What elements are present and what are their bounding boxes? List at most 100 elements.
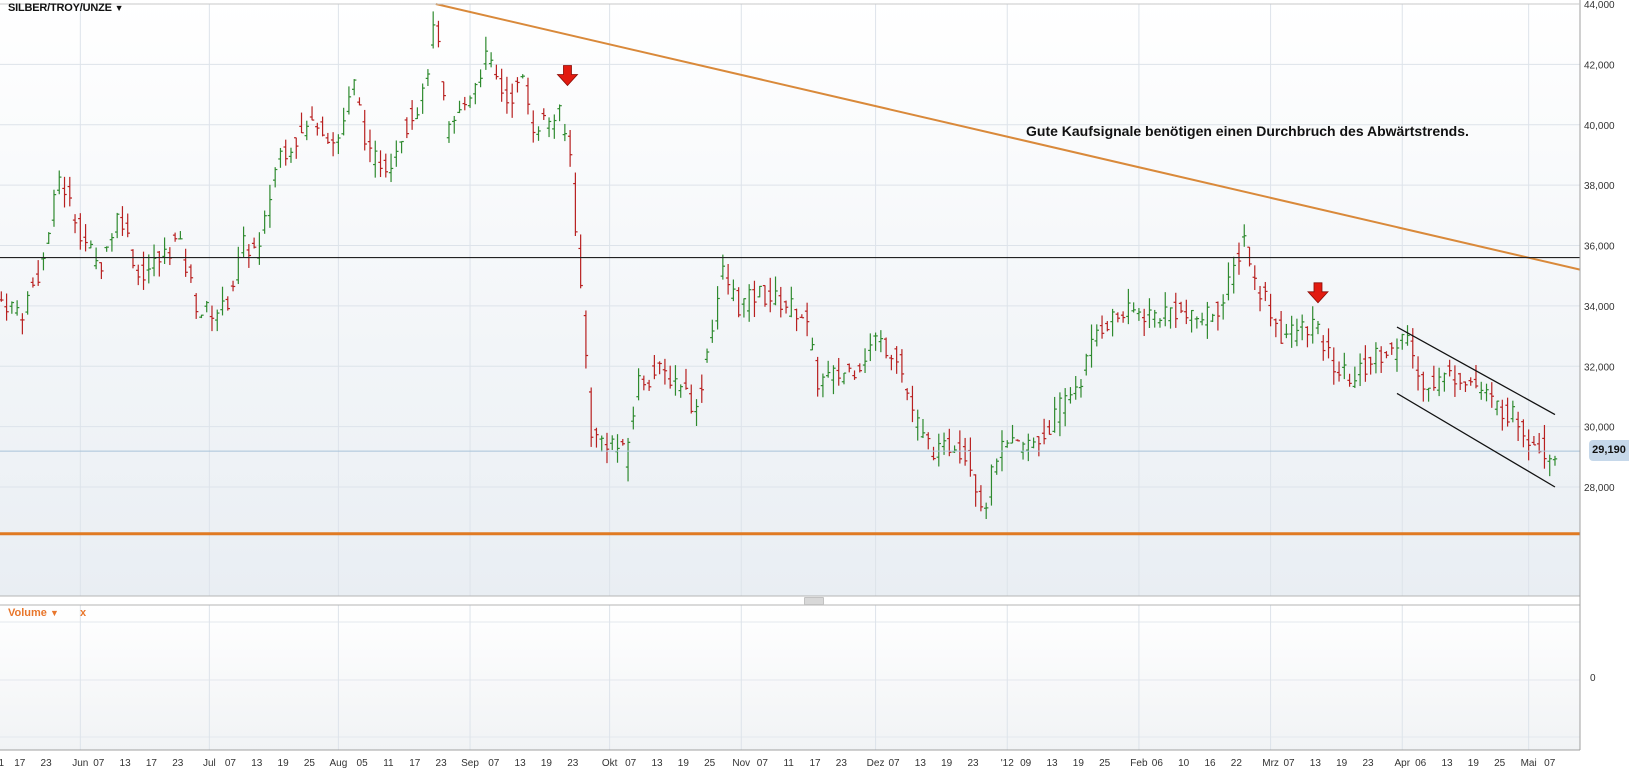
ohlc-bar [304, 120, 309, 141]
ohlc-bar [1531, 435, 1537, 446]
ohlc-bar [1057, 392, 1063, 437]
ohlc-bar [1494, 400, 1500, 416]
ohlc-bar [646, 379, 652, 391]
ohlc-bar [815, 356, 820, 397]
x-tick-label: 06 [1415, 758, 1427, 769]
ohlc-bar [462, 96, 467, 111]
ohlc-bar [1031, 437, 1036, 449]
ohlc-bar [357, 97, 362, 106]
ohlc-bar [873, 332, 878, 351]
x-tick-label: 23 [436, 758, 448, 769]
ohlc-bar [325, 132, 331, 144]
y-tick-label: 38,000 [1584, 181, 1615, 192]
ohlc-bar [831, 365, 836, 395]
ohlc-bar [557, 104, 562, 122]
x-tick-label: Aug [329, 758, 347, 769]
ohlc-bar [1252, 265, 1257, 290]
ohlc-bar [473, 82, 478, 105]
x-tick-label: 13 [1310, 758, 1322, 769]
ohlc-bar [67, 176, 72, 207]
ohlc-bar [620, 438, 625, 446]
ohlc-bar [662, 358, 668, 385]
ohlc-bar [1368, 356, 1373, 375]
ohlc-bar [1410, 328, 1415, 369]
ohlc-bar [1205, 301, 1210, 339]
ohlc-bar [1220, 294, 1226, 320]
dropdown-caret-icon: ▼ [114, 3, 124, 13]
ohlc-bar [1215, 301, 1221, 331]
panel-resize-handle[interactable] [804, 597, 824, 605]
x-tick-label: Nov [732, 758, 750, 769]
ohlc-bar [1384, 351, 1389, 359]
x-tick-label: Mai [1521, 758, 1537, 769]
volume-close-button[interactable]: x [80, 607, 87, 619]
ohlc-bar [172, 232, 178, 242]
volume-indicator-menu[interactable]: Volume ▼ [8, 607, 59, 619]
ohlc-bar [1299, 314, 1305, 341]
ohlc-bar [889, 354, 894, 371]
ohlc-bar [910, 385, 915, 423]
ohlc-bar [1010, 424, 1015, 444]
ohlc-bar [1400, 333, 1405, 350]
x-tick-label: 13 [120, 758, 132, 769]
x-tick-label: 1 [0, 758, 5, 769]
ohlc-bar [799, 314, 805, 319]
ohlc-bar [973, 474, 978, 507]
ohlc-bar [1294, 318, 1300, 347]
ohlc-bar [1452, 365, 1458, 397]
x-tick-label: 25 [704, 758, 716, 769]
ohlc-bar [794, 308, 799, 332]
ohlc-bar [1415, 356, 1421, 391]
y-tick-label: 30,000 [1584, 423, 1615, 434]
ohlc-bar [78, 213, 83, 250]
ohlc-bar [588, 387, 594, 447]
ohlc-bar [320, 116, 325, 137]
ohlc-bar [1510, 400, 1516, 423]
symbol-selector[interactable]: SILBER/TROY/UNZE ▼ [8, 2, 124, 14]
x-tick-label: 05 [357, 758, 369, 769]
ohlc-bar [199, 314, 204, 319]
ohlc-bar [1199, 312, 1205, 326]
ohlc-bar [130, 249, 136, 269]
ohlc-bar [820, 373, 826, 398]
ohlc-bar [541, 108, 546, 120]
ohlc-bar [515, 77, 520, 93]
ohlc-bar [1547, 454, 1552, 477]
ohlc-bar [9, 301, 15, 314]
ohlc-bar [1373, 342, 1379, 374]
ohlc-bar [1005, 440, 1010, 448]
ohlc-bar [894, 346, 899, 374]
ohlc-bar [1473, 365, 1479, 389]
ohlc-bar [262, 210, 267, 234]
ohlc-bar [1094, 324, 1099, 347]
ohlc-bar [452, 115, 457, 134]
x-tick-label: 13 [651, 758, 663, 769]
ohlc-bar [1168, 307, 1173, 329]
ohlc-bar [1321, 335, 1326, 361]
x-tick-label: 25 [1494, 758, 1506, 769]
ohlc-bar [430, 11, 436, 49]
ohlc-bar [1247, 246, 1252, 267]
ohlc-bar [1310, 306, 1315, 344]
ohlc-bar [1263, 281, 1268, 302]
ohlc-bar [1526, 429, 1531, 461]
ohlc-bar [409, 100, 415, 130]
ohlc-bar [741, 298, 747, 318]
ohlc-bar [267, 184, 273, 228]
x-tick-label: 07 [625, 758, 637, 769]
x-tick-label: 07 [1544, 758, 1556, 769]
ohlc-bar [99, 262, 104, 280]
ohlc-bar [1105, 321, 1110, 332]
ohlc-bar [746, 284, 752, 322]
ohlc-bar [373, 140, 378, 178]
ohlc-bar [35, 260, 41, 286]
x-tick-label: 13 [515, 758, 527, 769]
ohlc-bar [757, 285, 762, 298]
ohlc-bar [610, 435, 615, 450]
ohlc-bar [488, 52, 494, 68]
x-tick-label: 10 [1178, 758, 1190, 769]
down-channel-line [1396, 392, 1556, 488]
x-tick-label: 17 [409, 758, 421, 769]
ohlc-bar [1421, 371, 1426, 402]
ohlc-bar [1542, 424, 1547, 469]
